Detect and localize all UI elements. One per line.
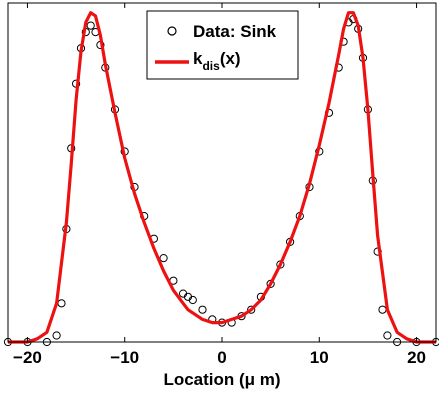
legend-label-kdis: kdis(x)	[193, 49, 241, 73]
legend-label-data-sink: Data: Sink	[193, 22, 277, 41]
data-point-sink	[86, 21, 95, 30]
data-point-sink	[383, 331, 392, 340]
x-tick-label: −20	[13, 348, 42, 367]
data-point-sink	[247, 305, 256, 314]
series-layer	[3, 11, 439, 347]
series-line-kdis	[8, 11, 436, 344]
legend-label-kdis-sub: dis	[202, 59, 220, 73]
legend: Data: Sink kdis(x)	[146, 10, 299, 80]
x-axis-label: Location (μ m)	[163, 370, 280, 389]
x-tick-label: 20	[407, 348, 426, 367]
legend-box	[146, 10, 299, 80]
data-point-sink	[266, 279, 275, 288]
data-point-sink	[198, 305, 207, 314]
ticks-layer: −20 −10 0 10 20	[13, 3, 426, 367]
legend-marker-data-sink	[167, 26, 177, 36]
data-point-sink	[52, 331, 61, 340]
data-point-sink	[159, 254, 168, 263]
legend-label-kdis-suffix: (x)	[220, 49, 241, 68]
x-tick-label: −10	[110, 348, 139, 367]
data-point-sink	[188, 295, 197, 305]
x-tick-label: 10	[310, 348, 329, 367]
x-tick-label: 0	[217, 348, 226, 367]
legend-label-kdis-main: k	[193, 49, 203, 68]
